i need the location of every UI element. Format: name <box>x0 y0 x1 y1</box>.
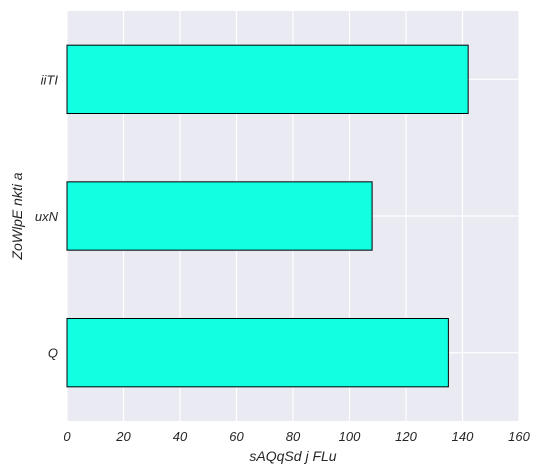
x-tick-label: 20 <box>115 429 131 444</box>
bar <box>66 44 469 115</box>
x-tick-label: 100 <box>339 429 361 444</box>
x-tick-label: 60 <box>229 429 244 444</box>
x-tick-label: 40 <box>173 429 188 444</box>
x-tick-label: 0 <box>63 429 71 444</box>
x-tick-label: 140 <box>452 429 474 444</box>
bars <box>66 44 469 388</box>
x-tick-label: 160 <box>508 429 530 444</box>
x-axis-ticks: 0 20 40 60 80 100 120 140 160 <box>63 429 530 444</box>
y-axis-label: ZoWlpE nkti a <box>9 172 25 260</box>
x-tick-label: 120 <box>395 429 417 444</box>
bar <box>66 318 449 388</box>
x-tick-label: 80 <box>286 429 301 444</box>
y-tick-label: Q <box>48 346 58 361</box>
x-axis-label: sAQqSd j FLu <box>249 448 336 464</box>
bar <box>66 181 373 251</box>
y-tick-label: uxN <box>35 209 59 224</box>
y-tick-label: iiTI <box>41 72 59 87</box>
